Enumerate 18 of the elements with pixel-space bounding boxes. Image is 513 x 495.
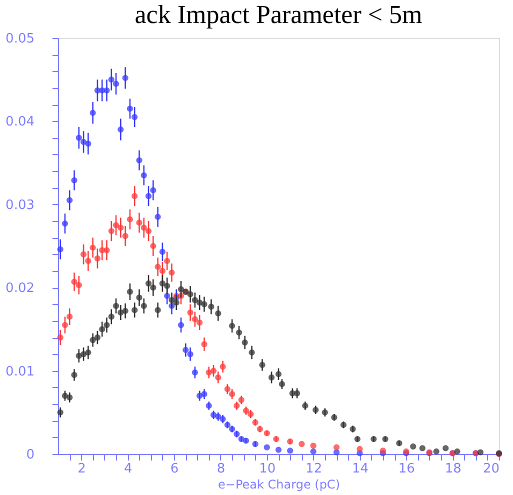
y-tick-label: 0.05	[6, 32, 34, 46]
y-tick-label: 0.01	[6, 364, 34, 380]
y-tick-label: 0.03	[6, 198, 34, 213]
x-tick-label: 10	[259, 462, 276, 476]
x-tick-label: 2	[78, 462, 86, 476]
x-tick-label: 20	[482, 462, 500, 476]
x-tick-label: 6	[170, 462, 179, 476]
x-tick-label: 16	[398, 462, 415, 476]
y-tick-label: 0.04	[6, 114, 34, 130]
y-tick-label: 0	[26, 448, 34, 462]
x-tick-label: 4	[124, 462, 132, 476]
x-tick-label: 8	[216, 462, 226, 476]
x-tick-label: 18	[444, 462, 462, 476]
x-tick-label: 12	[306, 462, 322, 476]
chart-title: ack Impact Parameter < 5m	[134, 0, 422, 29]
x-tick-label: 14	[352, 462, 369, 476]
x-axis-title: e−Peak Charge (pC)	[218, 478, 340, 492]
y-tick-label: 0.02	[6, 281, 34, 296]
